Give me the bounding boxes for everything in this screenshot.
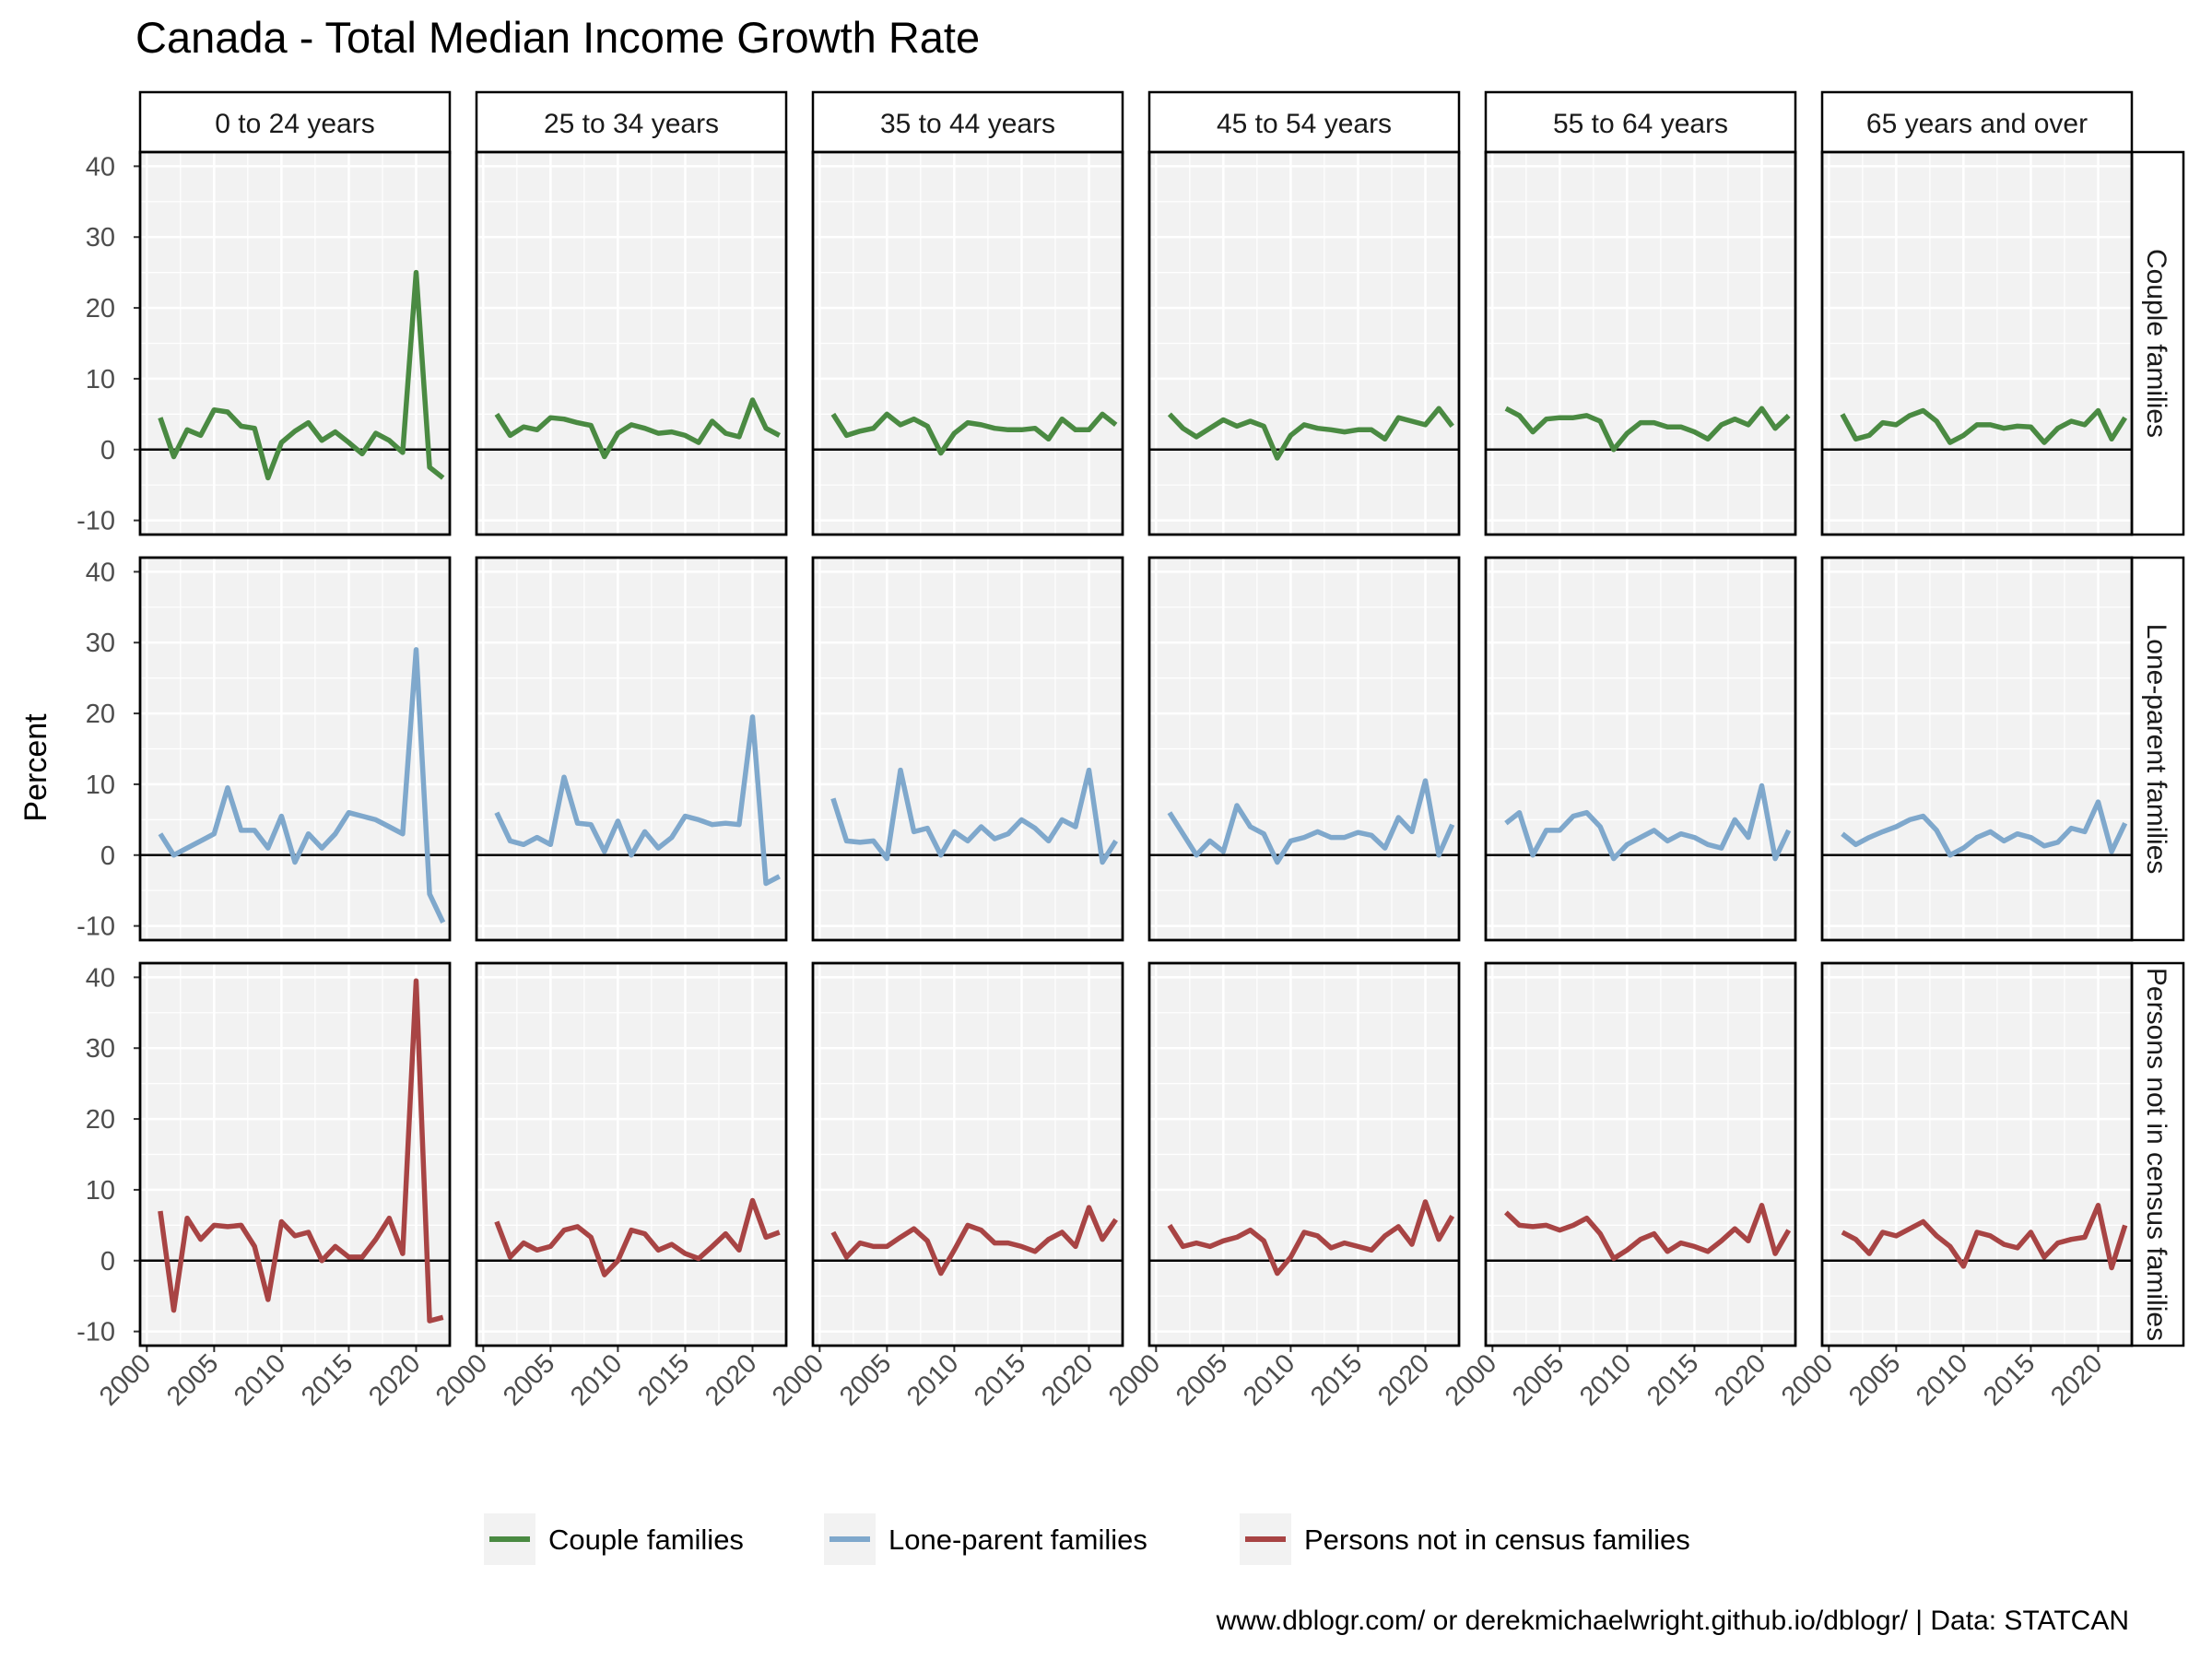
- series-line: [494, 1197, 781, 1277]
- y-tick-label: 40: [86, 152, 115, 182]
- facet-panels: 0 to 24 years 25 to 34 years 35 to 44 year…: [76, 90, 2185, 1412]
- series-line: [1841, 1203, 2128, 1271]
- y-tick-label: 0: [100, 1247, 115, 1277]
- y-tick-label: 20: [86, 1105, 115, 1135]
- facet-panel: [138, 150, 452, 536]
- facet-panel: [1147, 961, 1461, 1347]
- series-line: [158, 647, 446, 924]
- y-tick-label: 30: [86, 629, 115, 658]
- facet-panel: [475, 556, 788, 942]
- series-line: [158, 978, 444, 1324]
- y-tick-label: 20: [86, 700, 115, 729]
- series-line: [1841, 799, 2128, 858]
- facet-panel: [1820, 150, 2134, 536]
- panel-border: [1147, 961, 1461, 1347]
- facet-panel: [475, 961, 788, 1347]
- row-strip: [2130, 150, 2185, 536]
- series-line: [830, 1205, 1118, 1277]
- panel-border: [811, 556, 1124, 942]
- facet-panel: [811, 150, 1124, 536]
- panel-border: [1147, 150, 1461, 536]
- series-line: [494, 397, 781, 460]
- facet-panel: [1147, 150, 1461, 536]
- legend-label: Lone-parent families: [888, 1524, 1147, 1556]
- panel-border: [1820, 556, 2134, 942]
- y-axis-label: Percent: [18, 713, 53, 822]
- panel-border: [138, 150, 452, 536]
- y-tick-label: 10: [86, 365, 115, 394]
- panel-border: [1484, 961, 1797, 1347]
- facet-panel: [475, 150, 788, 536]
- facet-panel: [138, 556, 452, 942]
- y-tick-label: -10: [76, 912, 115, 942]
- facet-panel: [1820, 556, 2134, 942]
- facet-panel: [138, 961, 452, 1347]
- series-line: [158, 269, 445, 481]
- y-tick-label: -10: [76, 507, 115, 536]
- panel-border: [1484, 150, 1797, 536]
- column-strip-label: 35 to 44 years: [880, 109, 1055, 139]
- caption: www.dblogr.com/ or derekmichaelwright.gi…: [1216, 1606, 2129, 1636]
- panel-border: [811, 150, 1124, 536]
- y-tick-label: 10: [86, 771, 115, 800]
- panel-border: [475, 556, 788, 942]
- column-strip: [475, 90, 788, 155]
- series-line: [1840, 407, 2128, 445]
- legend-label: Couple families: [548, 1524, 744, 1556]
- series-line: [1504, 782, 1792, 862]
- legend-label: Persons not in census families: [1304, 1524, 1690, 1556]
- series-line: [1504, 406, 1791, 453]
- panel-border: [138, 961, 452, 1347]
- column-strip-label: 25 to 34 years: [544, 109, 719, 139]
- y-tick-label: 10: [86, 1176, 115, 1206]
- y-tick-label: 0: [100, 841, 115, 871]
- y-tick-label: 20: [86, 294, 115, 324]
- panel-border: [1820, 961, 2134, 1347]
- facet-panel: [1484, 556, 1797, 942]
- panel-border: [1484, 556, 1797, 942]
- row-strip-label: Lone-parent families: [2141, 624, 2171, 875]
- y-tick-label: 30: [86, 1034, 115, 1064]
- column-strip-label: 0 to 24 years: [215, 109, 374, 139]
- facet-panel: [811, 556, 1124, 942]
- column-strip-label: 65 years and over: [1866, 109, 2088, 139]
- legend: Couple families Lone-parent families Perso…: [484, 1513, 1690, 1565]
- facet-panel: [1484, 150, 1797, 536]
- series-line: [494, 714, 781, 887]
- column-strip: [138, 90, 452, 155]
- series-line: [830, 411, 1118, 456]
- series-line: [830, 767, 1119, 865]
- column-strip-label: 55 to 64 years: [1553, 109, 1728, 139]
- panel-border: [1147, 556, 1461, 942]
- facet-panel: [811, 961, 1124, 1347]
- series-line: [1167, 406, 1454, 461]
- column-strip: [1147, 90, 1461, 155]
- facet-panel: [1147, 556, 1461, 942]
- panel-border: [138, 556, 452, 942]
- y-tick-label: 0: [100, 436, 115, 465]
- column-strip: [1820, 90, 2134, 155]
- row-strip-label: Persons not in census families: [2141, 968, 2171, 1341]
- y-tick-label: 40: [86, 963, 115, 993]
- y-tick-label: -10: [76, 1318, 115, 1347]
- y-tick-label: 30: [86, 223, 115, 253]
- panel-border: [475, 961, 788, 1347]
- panel-border: [811, 961, 1124, 1347]
- chart-title: Canada - Total Median Income Growth Rate: [135, 13, 980, 62]
- panel-border: [1820, 150, 2134, 536]
- series-line: [1167, 778, 1455, 865]
- y-tick-label: 40: [86, 558, 115, 587]
- facet-panel: [1820, 961, 2134, 1347]
- facet-panel: [1484, 961, 1797, 1347]
- series-line: [1167, 1199, 1455, 1277]
- column-strip-label: 45 to 54 years: [1217, 109, 1392, 139]
- row-strip-label: Couple families: [2141, 249, 2171, 438]
- series-line: [1504, 1203, 1792, 1262]
- panel-border: [475, 150, 788, 536]
